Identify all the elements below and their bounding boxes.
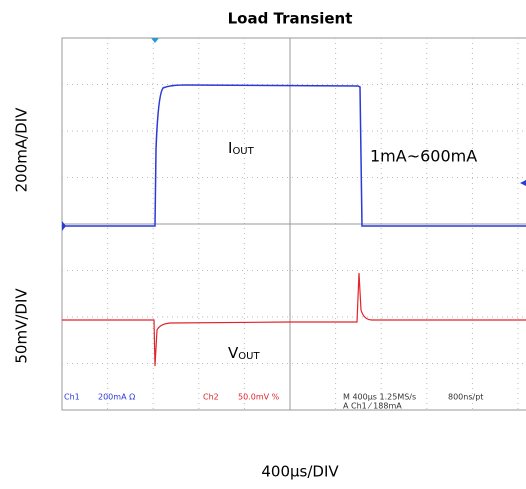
current-trace	[62, 84, 526, 227]
ch2-readout: Ch2	[203, 393, 219, 402]
ch1-readout: Ch1	[64, 393, 80, 402]
time-scale: 400µs/DIV	[261, 463, 339, 481]
trigger-position-marker	[151, 38, 159, 43]
trigger-readout: A Ch1 ⁄ 188mA	[343, 402, 402, 411]
voltage-trace	[62, 272, 526, 367]
voltage-scale: 50mV/DIV	[13, 288, 31, 364]
current-scale: 200mA/DIV	[13, 107, 31, 193]
ch2-scale-readout: 50.0mV %	[238, 393, 280, 402]
text-part: V	[228, 344, 239, 362]
text-part: OUT	[238, 351, 260, 362]
ch1-ground-marker	[62, 221, 66, 231]
resolution-readout: 800ns/pt	[448, 393, 483, 402]
vout-label: VOUT	[228, 344, 260, 363]
ch1-scale-readout: 200mA Ω	[98, 393, 135, 402]
text-part: I	[228, 139, 232, 157]
trigger-level-marker	[520, 180, 526, 186]
text-part: OUT	[232, 146, 254, 157]
title: Load Transient	[228, 10, 353, 28]
iout-label: IOUT	[228, 139, 255, 158]
range-label: 1mA~600mA	[370, 147, 477, 166]
timebase-readout: M 400µs 1.25MS/s	[343, 393, 416, 402]
scope-screen	[61, 37, 526, 411]
